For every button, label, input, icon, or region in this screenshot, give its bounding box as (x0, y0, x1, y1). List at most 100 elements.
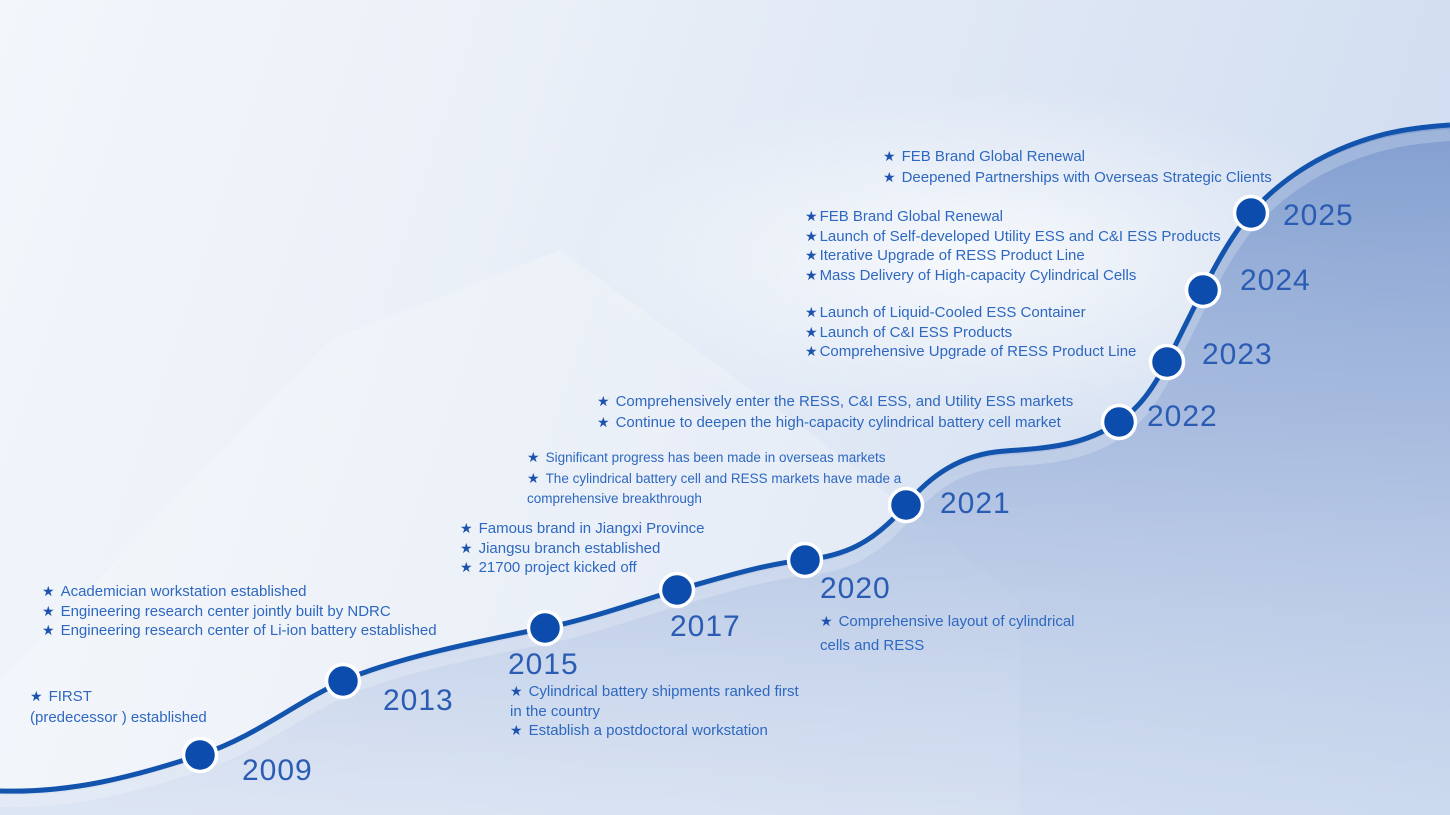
milestone-line: ★ The cylindrical battery cell and RESS m… (527, 468, 901, 489)
year-label-2022: 2022 (1147, 400, 1218, 433)
milestone-line: ★ FEB Brand Global Renewal (883, 146, 1272, 167)
milestone-text: Deepened Partnerships with Overseas Stra… (901, 169, 1272, 186)
milestone-line: ★ FEB Brand Global Renewal (805, 207, 1221, 227)
year-label-2015: 2015 (508, 648, 579, 681)
star-icon: ★ (805, 343, 818, 359)
star-icon: ★ (510, 722, 523, 738)
star-icon: ★ (42, 602, 55, 619)
star-icon: ★ (460, 539, 473, 556)
milestone-block-2020: ★ Comprehensive layout of cylindrical cel… (820, 609, 1075, 658)
milestone-line: ★ Launch of Self-developed Utility ESS an… (805, 227, 1221, 247)
star-icon: ★ (883, 148, 896, 164)
milestone-line: ★ Continue to deepen the high-capacity cy… (597, 412, 1073, 433)
timeline-dot-2009 (181, 736, 219, 774)
milestone-text: FEB Brand Global Renewal (901, 148, 1085, 165)
timeline-dot-2013 (324, 662, 362, 700)
star-icon: ★ (460, 520, 473, 536)
milestone-block-2015: ★ Cylindrical battery shipments ranked fi… (510, 682, 799, 741)
timeline-dot-2023 (1148, 343, 1186, 381)
milestone-line: ★ Famous brand in Jiangxi Province (460, 519, 705, 539)
milestone-line: comprehensive breakthrough (527, 489, 901, 509)
milestone-text: Cylindrical battery shipments ranked fir… (528, 683, 799, 700)
timeline-dot-2020 (786, 541, 824, 579)
milestone-text: Mass Delivery of High-capacity Cylindric… (819, 266, 1137, 284)
star-icon: ★ (805, 227, 818, 244)
star-icon: ★ (510, 683, 523, 699)
star-icon: ★ (597, 393, 610, 409)
milestone-line: ★ Jiangsu branch established (460, 539, 705, 559)
year-label-2009: 2009 (242, 754, 313, 787)
milestone-line: ★ Engineering research center of Li-ion b… (42, 621, 437, 641)
milestone-block-2021: ★ Significant progress has been made in o… (527, 447, 901, 509)
star-icon: ★ (883, 169, 896, 185)
star-icon: ★ (42, 622, 55, 638)
milestone-line: ★ Launch of Liquid-Cooled ESS Container (805, 303, 1136, 323)
milestone-text: FIRST (48, 688, 92, 705)
star-icon: ★ (42, 583, 55, 599)
milestone-line: ★ Comprehensively enter the RESS, C&I ESS… (597, 391, 1073, 412)
milestone-text: comprehensive breakthrough (527, 491, 702, 506)
year-label-2024: 2024 (1240, 264, 1311, 297)
curve-area (0, 125, 1450, 815)
milestone-text: Engineering research center of Li-ion ba… (60, 622, 437, 639)
star-icon: ★ (527, 449, 540, 465)
milestone-text: Comprehensively enter the RESS, C&I ESS,… (615, 393, 1074, 410)
star-icon: ★ (805, 247, 818, 263)
milestone-text: Engineering research center jointly buil… (60, 602, 391, 620)
milestone-text: FEB Brand Global Renewal (819, 208, 1003, 225)
star-icon: ★ (805, 208, 818, 224)
year-label-2025: 2025 (1283, 199, 1354, 232)
milestone-line: cells and RESS (820, 634, 1075, 658)
milestone-block-2024: ★ FEB Brand Global Renewal ★ Launch of Sel… (805, 207, 1221, 285)
timeline-dot-2024 (1184, 271, 1222, 309)
milestone-block-2023: ★ Launch of Liquid-Cooled ESS Container ★… (805, 303, 1136, 362)
year-label-2021: 2021 (940, 487, 1011, 520)
milestone-text: Jiangsu branch established (478, 539, 661, 557)
milestone-line: ★ Academician workstation established (42, 582, 437, 602)
milestone-line: ★ 21700 project kicked off (460, 558, 705, 578)
milestone-text: The cylindrical battery cell and RESS ma… (545, 471, 902, 486)
milestone-line: ★ Comprehensive layout of cylindrical (820, 609, 1075, 634)
timeline-dot-2025 (1232, 194, 1270, 232)
year-label-2017: 2017 (670, 610, 741, 643)
star-icon: ★ (460, 559, 473, 575)
milestone-text: Iterative Upgrade of RESS Product Line (819, 247, 1085, 264)
milestone-text: Comprehensive layout of cylindrical (838, 613, 1075, 630)
milestone-text: Academician workstation established (60, 583, 307, 600)
milestone-text: Comprehensive Upgrade of RESS Product Li… (819, 343, 1137, 360)
star-icon: ★ (597, 414, 610, 430)
year-label-2020: 2020 (820, 572, 891, 605)
star-icon: ★ (527, 470, 540, 486)
milestone-text: Significant progress has been made in ov… (545, 450, 886, 465)
milestone-line: in the country (510, 702, 799, 722)
milestone-line: ★ Launch of C&I ESS Products (805, 323, 1136, 343)
milestone-line: ★ Significant progress has been made in o… (527, 447, 901, 468)
milestone-text: (predecessor ) established (30, 709, 207, 726)
milestone-text: Continue to deepen the high-capacity cyl… (615, 414, 1061, 431)
year-label-2023: 2023 (1202, 338, 1273, 371)
milestone-line: ★ Comprehensive Upgrade of RESS Product L… (805, 342, 1136, 362)
milestone-line: ★ Establish a postdoctoral workstation (510, 721, 799, 741)
star-icon: ★ (805, 323, 818, 340)
milestone-block-2013: ★ Academician workstation established ★ En… (42, 582, 437, 641)
timeline-dot-2015 (526, 609, 564, 647)
milestone-text: cells and RESS (820, 637, 925, 654)
milestone-line: ★ Mass Delivery of High-capacity Cylindri… (805, 266, 1221, 286)
milestone-line: ★ Deepened Partnerships with Overseas Str… (883, 167, 1272, 188)
timeline-dot-2022 (1100, 403, 1138, 441)
timeline-dot-2017 (658, 571, 696, 609)
year-label-2013: 2013 (383, 684, 454, 717)
star-icon: ★ (30, 688, 43, 704)
milestone-text: Launch of Liquid-Cooled ESS Container (819, 304, 1086, 321)
star-icon: ★ (805, 304, 818, 320)
milestone-line: ★ Iterative Upgrade of RESS Product Line (805, 246, 1221, 266)
timeline-dot-2021 (887, 486, 925, 524)
curve-highlight-band (0, 129, 1450, 808)
star-icon: ★ (820, 613, 833, 629)
milestone-line: (predecessor ) established (30, 707, 207, 728)
milestone-block-2017: ★ Famous brand in Jiangxi Province ★ Jiang… (460, 519, 705, 578)
milestone-text: 21700 project kicked off (478, 559, 637, 576)
milestone-text: Launch of Self-developed Utility ESS and… (819, 227, 1221, 245)
